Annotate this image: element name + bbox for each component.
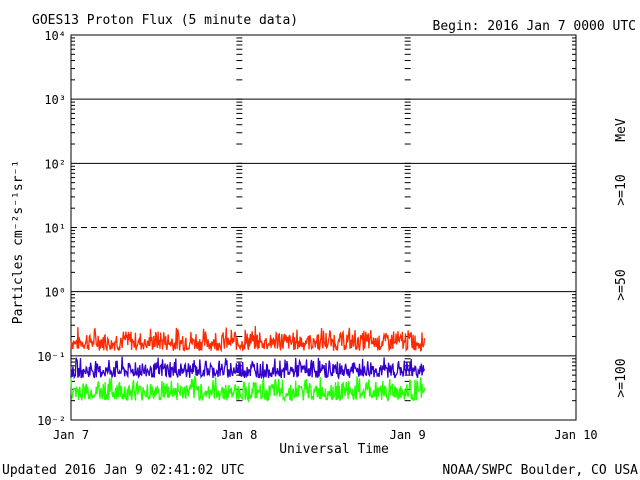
x-tick-label: Jan 8 <box>221 428 257 442</box>
legend-unit: MeV <box>614 118 629 142</box>
chart-title: GOES13 Proton Flux (5 minute data) <box>32 13 298 28</box>
y-tick-label: 10⁻² <box>37 414 66 428</box>
series-line-100mev <box>70 375 426 403</box>
series-line-10mev <box>70 325 426 353</box>
day-dividers <box>236 37 411 421</box>
y-tick-label: 10⁴ <box>44 29 66 43</box>
legend-series-100mev: >=100 <box>614 358 629 397</box>
y-tick-label: 10¹ <box>44 222 66 236</box>
x-tick-labels: Jan 7 Jan 8 Jan 9 Jan 10 <box>53 428 598 442</box>
y-tick-labels: 10⁻² 10⁻¹ 10⁰ 10¹ 10² 10³ 10⁴ <box>37 29 66 428</box>
x-tick-label: Jan 10 <box>554 428 597 442</box>
y-tick-label: 10⁰ <box>44 286 66 300</box>
legend-series-50mev: >=50 <box>614 269 629 300</box>
updated-label: Updated 2016 Jan 9 02:41:02 UTC <box>2 463 245 478</box>
begin-label: Begin: 2016 Jan 7 0000 UTC <box>433 19 637 34</box>
x-axis-label: Universal Time <box>279 442 389 457</box>
series-line-50mev <box>70 356 426 381</box>
x-tick-label: Jan 7 <box>53 428 89 442</box>
credit-label: NOAA/SWPC Boulder, CO USA <box>442 463 638 478</box>
x-tick-label: Jan 9 <box>390 428 426 442</box>
series-lines <box>70 325 426 403</box>
y-tick-label: 10³ <box>44 93 66 107</box>
y-tick-label: 10² <box>44 157 66 171</box>
y-axis-label: Particles cm⁻²s⁻¹sr⁻¹ <box>11 160 26 324</box>
y-tick-label: 10⁻¹ <box>37 350 66 364</box>
legend-series-10mev: >=10 <box>614 174 629 205</box>
